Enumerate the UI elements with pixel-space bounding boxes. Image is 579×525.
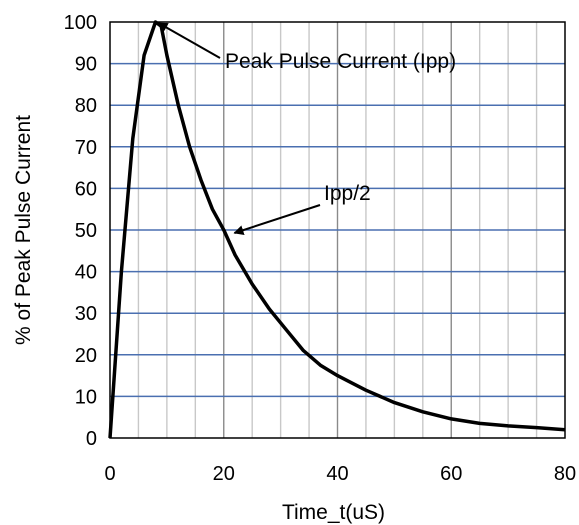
y-tick-label: 60	[75, 178, 97, 200]
y-tick-label: 70	[75, 137, 97, 159]
y-tick-label: 100	[64, 12, 97, 34]
y-tick-label: 40	[75, 262, 97, 284]
y-tick-label: 10	[75, 386, 97, 408]
x-axis-label: Time_t(uS)	[282, 501, 385, 524]
x-tick-label: 60	[440, 463, 462, 485]
x-tick-label: 80	[554, 463, 576, 485]
plot-frame	[109, 21, 566, 439]
x-tick-label: 20	[213, 463, 235, 485]
tick-labels: 0 10 20 30 40 50 60 70 80 90 100 0 20 40 60 80	[64, 12, 577, 485]
y-tick-label: 30	[75, 303, 97, 325]
y-tick-label: 50	[75, 220, 97, 242]
y-tick-label: 20	[75, 345, 97, 367]
series-line	[108, 20, 566, 439]
annotation-half-label: Ipp/2	[324, 182, 371, 205]
y-tick-label: 0	[86, 428, 97, 450]
annotation-peak-arrow	[157, 22, 221, 59]
y-tick-label: 80	[75, 95, 97, 117]
y-tick-label: 90	[75, 54, 97, 76]
x-tick-label: 40	[326, 463, 348, 485]
annotation-half-arrow	[233, 204, 321, 235]
annotation-peak-label: Peak Pulse Current (Ipp)	[225, 50, 456, 73]
annotations: Peak Pulse Current (Ipp) Ipp/2	[157, 22, 456, 235]
y-axis-label: % of Peak Pulse Current	[12, 115, 35, 345]
x-tick-label: 0	[104, 463, 115, 485]
